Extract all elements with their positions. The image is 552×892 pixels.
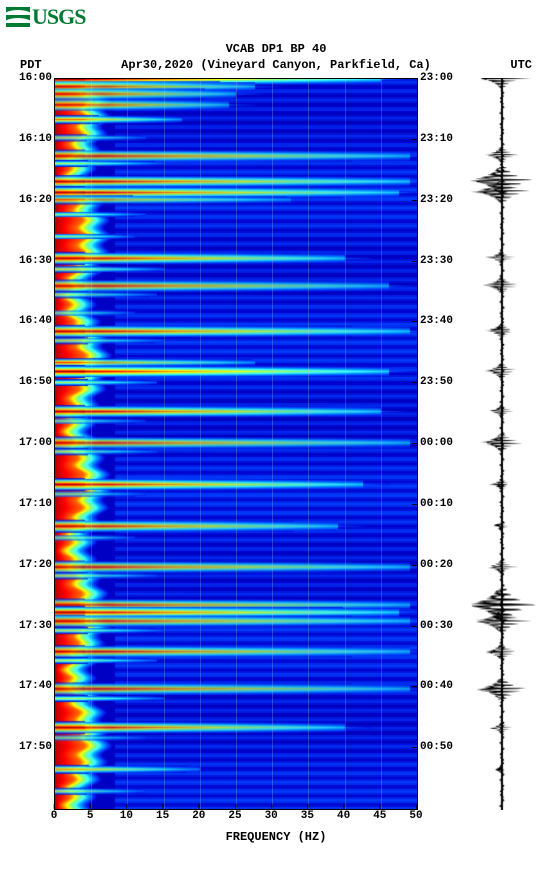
chart-title: VCAB DP1 BP 40 — [0, 42, 552, 56]
right-tick-label: 23:50 — [420, 376, 453, 388]
xtick-label: 25 — [228, 810, 241, 822]
left-tick-label: 16:40 — [19, 315, 52, 327]
xtick-label: 5 — [87, 810, 94, 822]
right-tick-label: 00:20 — [420, 559, 453, 571]
right-tick-label: 00:50 — [420, 741, 453, 753]
left-time-axis: 16:0016:1016:2016:3016:4016:5017:0017:10… — [12, 78, 54, 810]
xtick-label: 45 — [373, 810, 386, 822]
left-tick-label: 16:10 — [19, 133, 52, 145]
left-tick-label: 17:50 — [19, 741, 52, 753]
plot-area: 16:0016:1016:2016:3016:4016:5017:0017:10… — [12, 78, 540, 828]
left-tick-label: 17:10 — [19, 498, 52, 510]
xaxis-label: FREQUENCY (HZ) — [0, 830, 552, 844]
usgs-wave-icon — [6, 7, 30, 27]
right-tick-label: 23:10 — [420, 133, 453, 145]
right-tick-label: 23:20 — [420, 194, 453, 206]
right-tick-label: 00:40 — [420, 680, 453, 692]
spectrogram — [54, 78, 418, 810]
right-tz-label: UTC — [510, 58, 532, 72]
left-tick-label: 17:20 — [19, 559, 52, 571]
xtick-label: 0 — [51, 810, 58, 822]
left-tick-label: 17:30 — [19, 620, 52, 632]
xtick-label: 50 — [409, 810, 422, 822]
waveform-trace — [464, 78, 540, 810]
left-tz-label: PDT — [20, 58, 42, 72]
chart-titles: VCAB DP1 BP 40 PDT Apr30,2020 (Vineyard … — [0, 42, 552, 72]
usgs-logo-text: USGS — [32, 4, 85, 30]
left-tick-label: 17:00 — [19, 437, 52, 449]
xtick-label: 40 — [337, 810, 350, 822]
xtick-label: 10 — [120, 810, 133, 822]
right-tick-label: 00:00 — [420, 437, 453, 449]
right-tick-label: 23:40 — [420, 315, 453, 327]
left-tick-label: 16:30 — [19, 255, 52, 267]
xtick-label: 35 — [301, 810, 314, 822]
right-tick-label: 00:10 — [420, 498, 453, 510]
right-tick-label: 23:00 — [420, 72, 453, 84]
left-tick-label: 17:40 — [19, 680, 52, 692]
right-tick-label: 23:30 — [420, 255, 453, 267]
xtick-label: 15 — [156, 810, 169, 822]
usgs-logo: USGS — [0, 0, 552, 34]
frequency-axis: 05101520253035404550 — [54, 810, 416, 828]
xtick-label: 20 — [192, 810, 205, 822]
left-tick-label: 16:00 — [19, 72, 52, 84]
right-tick-label: 00:30 — [420, 620, 453, 632]
subtitle: Apr30,2020 (Vineyard Canyon, Parkfield, … — [121, 58, 431, 72]
xtick-label: 30 — [265, 810, 278, 822]
right-time-axis: 23:0023:1023:2023:3023:4023:5000:0000:10… — [418, 78, 464, 810]
waveform-canvas — [464, 78, 540, 810]
left-tick-label: 16:50 — [19, 376, 52, 388]
left-tick-label: 16:20 — [19, 194, 52, 206]
